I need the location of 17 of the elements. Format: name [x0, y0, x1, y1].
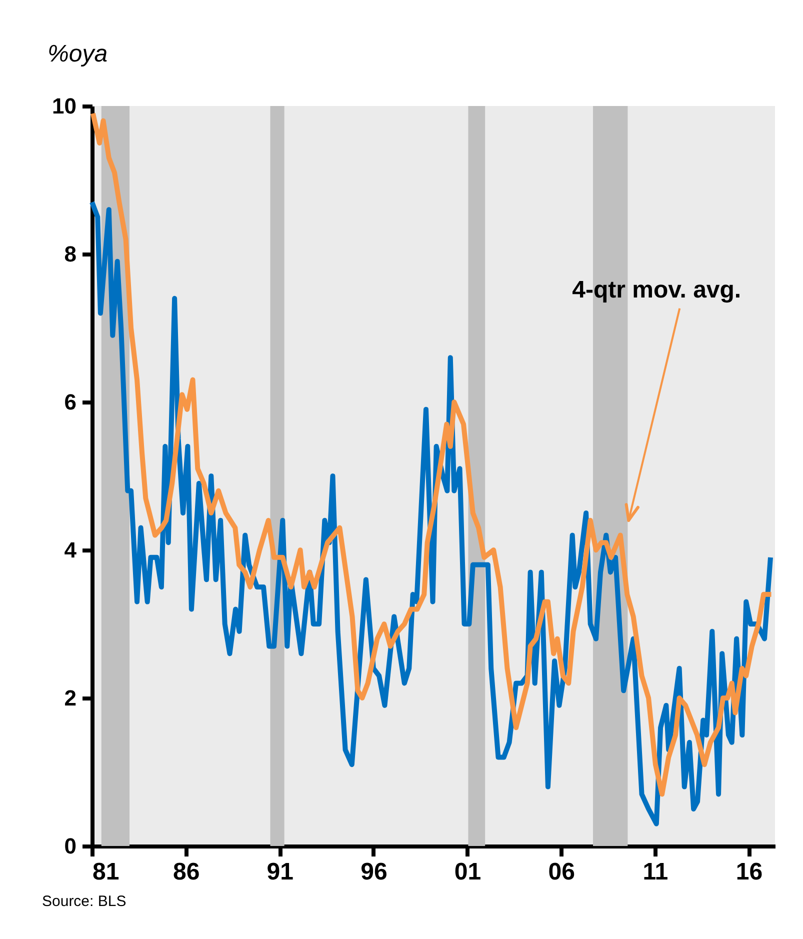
x-tick-label: 91	[266, 858, 294, 886]
x-tick-label: 01	[454, 858, 482, 886]
y-tick-label: 8	[64, 242, 76, 266]
x-tick-label: 11	[642, 858, 668, 886]
source-note: Source: BLS	[42, 893, 126, 910]
y-tick-label: 2	[64, 686, 76, 710]
x-tick-label: 96	[360, 858, 388, 886]
y-axis-title: %oya	[48, 40, 108, 68]
y-tick-label: 10	[52, 94, 76, 118]
x-tick-label: 86	[172, 858, 200, 886]
x-tick-label: 06	[548, 858, 575, 886]
x-tick-label: 16	[736, 858, 763, 886]
y-tick-label: 6	[64, 390, 76, 414]
annotation: 4-qtr mov. avg.	[572, 276, 742, 304]
y-tick-label: 4	[64, 538, 78, 562]
y-tick-label: 0	[64, 834, 76, 858]
x-tick-label: 81	[92, 858, 120, 886]
